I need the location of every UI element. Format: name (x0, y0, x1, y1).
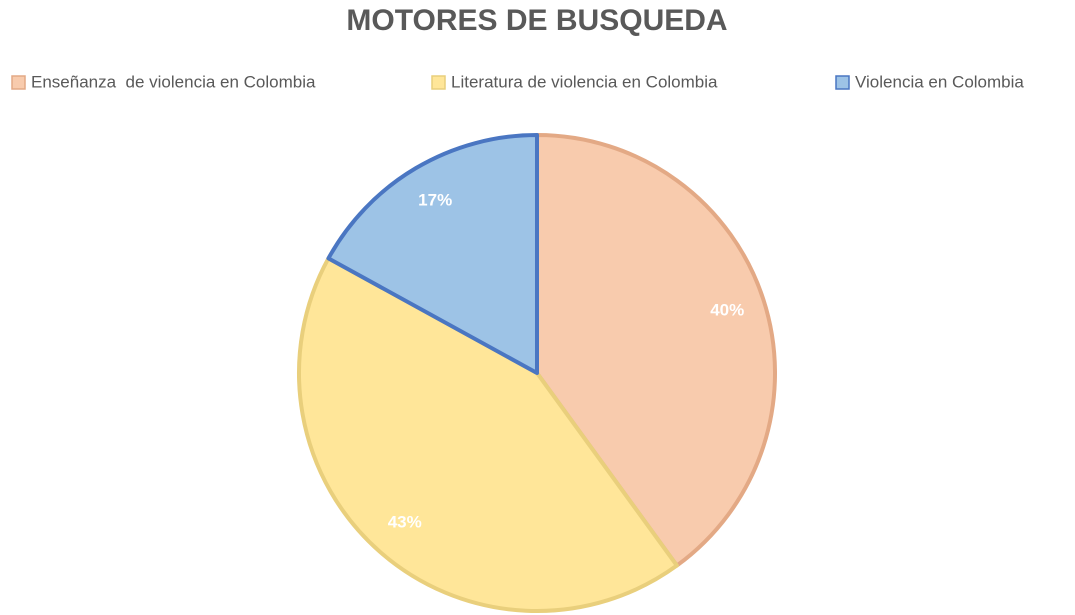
data-label: 43% (388, 513, 422, 532)
pie-slice (297, 256, 679, 613)
chart-title: MOTORES DE BUSQUEDA (346, 4, 727, 37)
pie-slice (326, 133, 539, 375)
legend-label: Enseñanza de violencia en Colombia (31, 72, 316, 91)
legend-swatch (11, 75, 26, 90)
pie-slice (535, 133, 777, 568)
data-label: 17% (418, 190, 452, 209)
legend-swatch (431, 75, 446, 90)
legend-label: Literatura de violencia en Colombia (451, 72, 718, 91)
legend-label: Violencia en Colombia (855, 72, 1024, 91)
data-label: 40% (710, 301, 744, 320)
legend-swatch (835, 75, 850, 90)
